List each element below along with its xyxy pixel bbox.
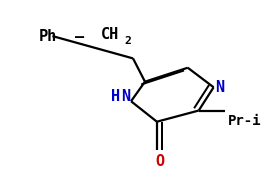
Text: H: H [111, 89, 120, 104]
Text: Pr-i: Pr-i [228, 114, 261, 128]
Text: CH: CH [101, 27, 119, 42]
Text: —: — [75, 29, 84, 44]
Text: Ph: Ph [39, 29, 57, 44]
Text: O: O [155, 154, 164, 169]
Text: N: N [216, 80, 225, 95]
Text: 2: 2 [125, 36, 132, 46]
Text: N: N [121, 89, 130, 104]
